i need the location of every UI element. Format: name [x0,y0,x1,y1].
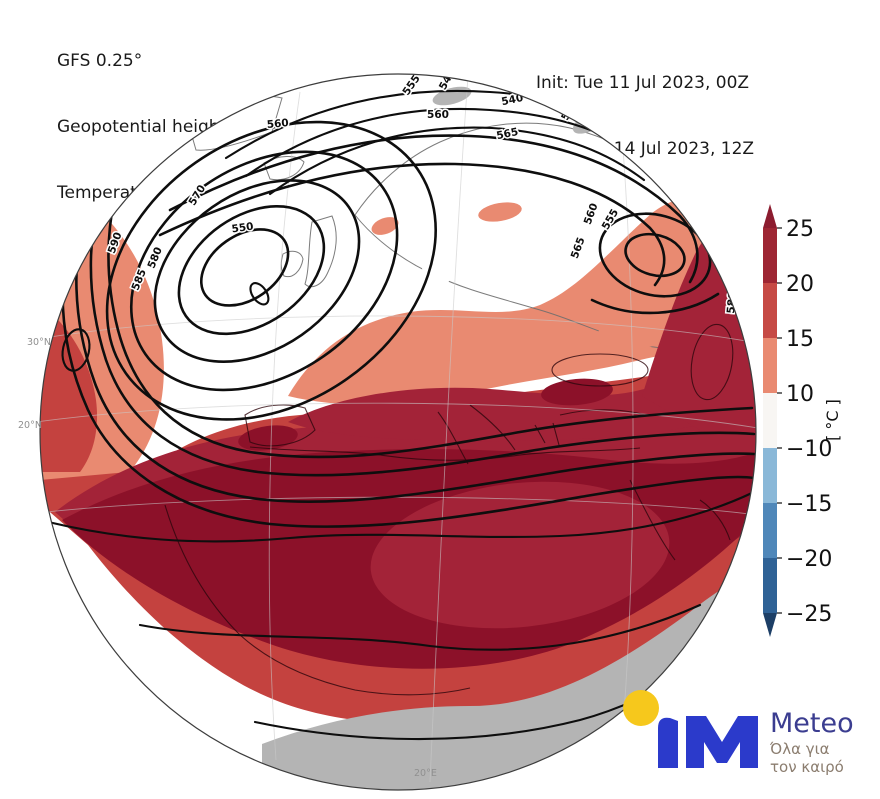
colorbar-tick-label: −25 [786,602,832,627]
contour-label: 560 [266,117,289,131]
colorbar-segment [763,393,777,448]
shading-gt25-iberia [238,425,298,451]
graticule [40,75,756,783]
shading-gt25-anatolia [541,378,613,406]
land-iceland [263,156,305,181]
colorbar-tick-label: −10 [786,437,832,462]
colorbar-tick-label: 15 [786,327,814,352]
globe-outline [39,73,757,791]
shading-10-15-norway-patch [371,217,399,235]
colorbar-segment [763,503,777,558]
colorbar-segment [763,558,777,613]
colorbar-unit-label: [ °C ] [823,399,842,441]
logo-m-stem [658,717,678,768]
colorbar-segment [763,283,777,338]
init-time: Init: Tue 11 Jul 2023, 00Z [536,73,750,93]
colorbar-segment [763,338,777,393]
ural-low-contours [598,212,712,298]
contour-label: 550 [231,221,254,236]
colorbar-under-arrow [763,613,777,637]
colorbar-over-arrow [763,204,777,228]
coastlines [164,323,734,696]
shading-20-25-mediterranean [288,383,712,442]
colorbar-tick-label: 10 [786,382,814,407]
colorbar-tick-label: −20 [786,547,832,572]
contour-label: 535 [559,97,579,122]
colorbar-tick-marks [777,227,782,614]
meteo-logo: Meteo Όλα για τον καιρό [623,690,854,776]
colorbar-tick-label: 25 [786,217,814,242]
logo-dot-icon [623,690,659,726]
latitude-label-30n: 30°N [27,337,51,348]
colorbar-segment [763,228,777,283]
globe-map: 550 555 545 540 535 560 560 565 570 580 … [40,74,756,790]
land-great-britain [304,215,337,288]
logo-brand-text: Meteo [770,708,854,739]
logo-tagline-line1: Όλα για [769,740,830,758]
atlantic-low-contours [105,120,437,421]
shading-10-15-kola-patch [478,202,522,222]
logo-m-icon [686,716,758,768]
longitude-label-20e: 20°E [414,768,437,779]
logo-tagline-line2: τον καιρό [770,758,844,776]
colorbar-tick-label: 20 [786,272,814,297]
shading-10-15-europe-band [288,196,756,405]
colorbar-segment [763,448,777,503]
latitude-label-20n: 20°N [18,420,42,431]
model-title: GFS 0.25° [57,51,143,71]
contour-label: 560 [427,109,449,121]
colorbar-tick-label: −15 [786,492,832,517]
colorbar: 25 20 15 10 −10 −15 −20 −25 [ °C ] [763,204,842,637]
